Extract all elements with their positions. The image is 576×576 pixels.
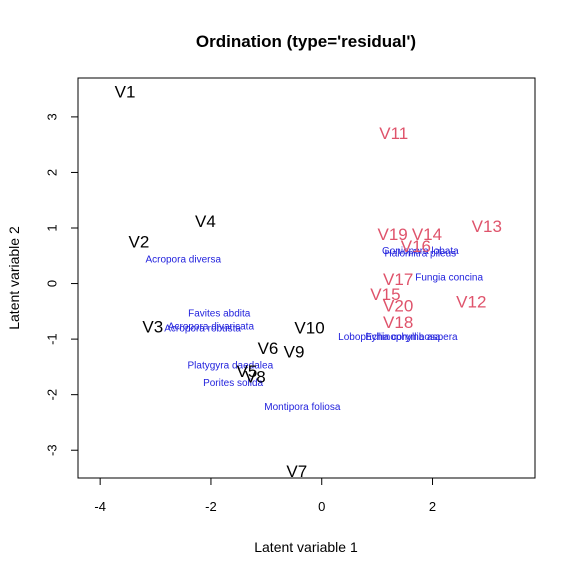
site-label: V10 — [294, 319, 324, 338]
species-label: Acropora robusta — [164, 324, 241, 335]
species-label: Acropora diversa — [145, 255, 221, 266]
site-label: V3 — [142, 317, 163, 336]
site-label: V7 — [286, 462, 307, 481]
x-tick-label: 2 — [429, 499, 436, 514]
x-tick-label: -4 — [94, 499, 106, 514]
site-label: V1 — [115, 82, 136, 101]
site-label: V17 — [383, 270, 413, 289]
y-tick-label: 3 — [45, 113, 60, 120]
species-label: Fungia concina — [415, 273, 483, 284]
y-tick-label: 0 — [45, 280, 60, 287]
species-label: Favites abdita — [188, 309, 251, 320]
site-label: V18 — [383, 313, 413, 332]
y-tick-label: -2 — [45, 389, 60, 401]
species-label: Montipora foliosa — [264, 402, 341, 413]
site-label: V2 — [129, 232, 150, 251]
site-label: V20 — [383, 296, 413, 315]
y-tick-label: 2 — [45, 169, 60, 176]
site-label: V8 — [245, 367, 266, 386]
chart-title: Ordination (type='residual') — [196, 32, 416, 51]
site-label: V13 — [472, 217, 502, 236]
site-label: V4 — [195, 212, 216, 231]
x-axis: -4 -2 0 2 — [94, 478, 436, 514]
y-tick-label: -1 — [45, 333, 60, 345]
x-tick-label: -2 — [205, 499, 217, 514]
site-label: V12 — [456, 292, 486, 311]
x-tick-label: 0 — [318, 499, 325, 514]
site-label: V6 — [258, 339, 279, 358]
y-axis-label: Latent variable 2 — [6, 226, 22, 330]
x-axis-label: Latent variable 1 — [254, 539, 358, 555]
site-label: V11 — [379, 124, 408, 143]
species-label: Echinophyllia aspera — [365, 332, 458, 343]
y-axis: -3 -2 -1 0 1 2 3 — [45, 113, 79, 456]
site-label: V9 — [284, 342, 305, 361]
site-label: V19 — [378, 225, 408, 244]
y-tick-label: -3 — [45, 444, 60, 456]
y-tick-label: 1 — [45, 224, 60, 231]
